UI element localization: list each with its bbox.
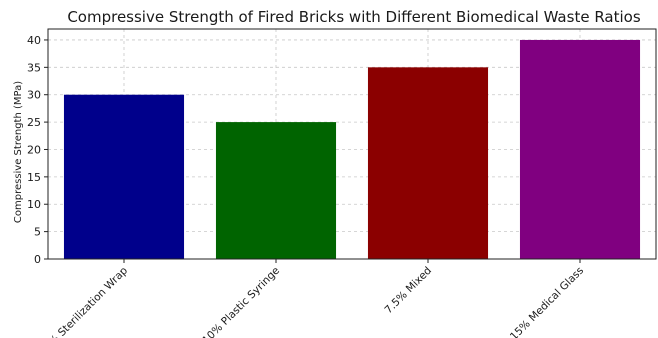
bar <box>367 67 489 259</box>
bar <box>215 122 337 259</box>
y-tick-labels: 0 5 10 15 20 25 30 35 40 <box>27 34 41 266</box>
y-tick-label: 0 <box>34 253 41 266</box>
y-tick-label: 5 <box>34 226 41 239</box>
y-tick-label: 10 <box>27 198 41 211</box>
axes-layer <box>44 28 657 263</box>
y-axis-label: Compressive Strength (MPa) <box>13 81 24 223</box>
x-tick-label: 15% Medical Glass <box>508 265 586 338</box>
y-tick-label: 30 <box>27 89 41 102</box>
bar <box>519 39 641 260</box>
x-tick-label: 7.5% Mixed <box>382 265 434 317</box>
y-tick-label: 25 <box>27 116 41 129</box>
y-tick-label: 40 <box>27 34 41 47</box>
x-tick-label: 10% Plastic Syringe <box>200 265 282 338</box>
bar <box>63 94 185 259</box>
y-tick-label: 20 <box>27 143 41 156</box>
x-tick-labels: 5% Sterilization Wrap 10% Plastic Syringe… <box>42 264 586 338</box>
plot-frame <box>47 28 657 260</box>
x-tick-label: 5% Sterilization Wrap <box>42 264 131 338</box>
y-tick-label: 15 <box>27 171 41 184</box>
y-tick-label: 35 <box>27 61 41 74</box>
bars-layer <box>63 39 641 260</box>
chart-title: Compressive Strength of Fired Bricks wit… <box>67 8 641 26</box>
